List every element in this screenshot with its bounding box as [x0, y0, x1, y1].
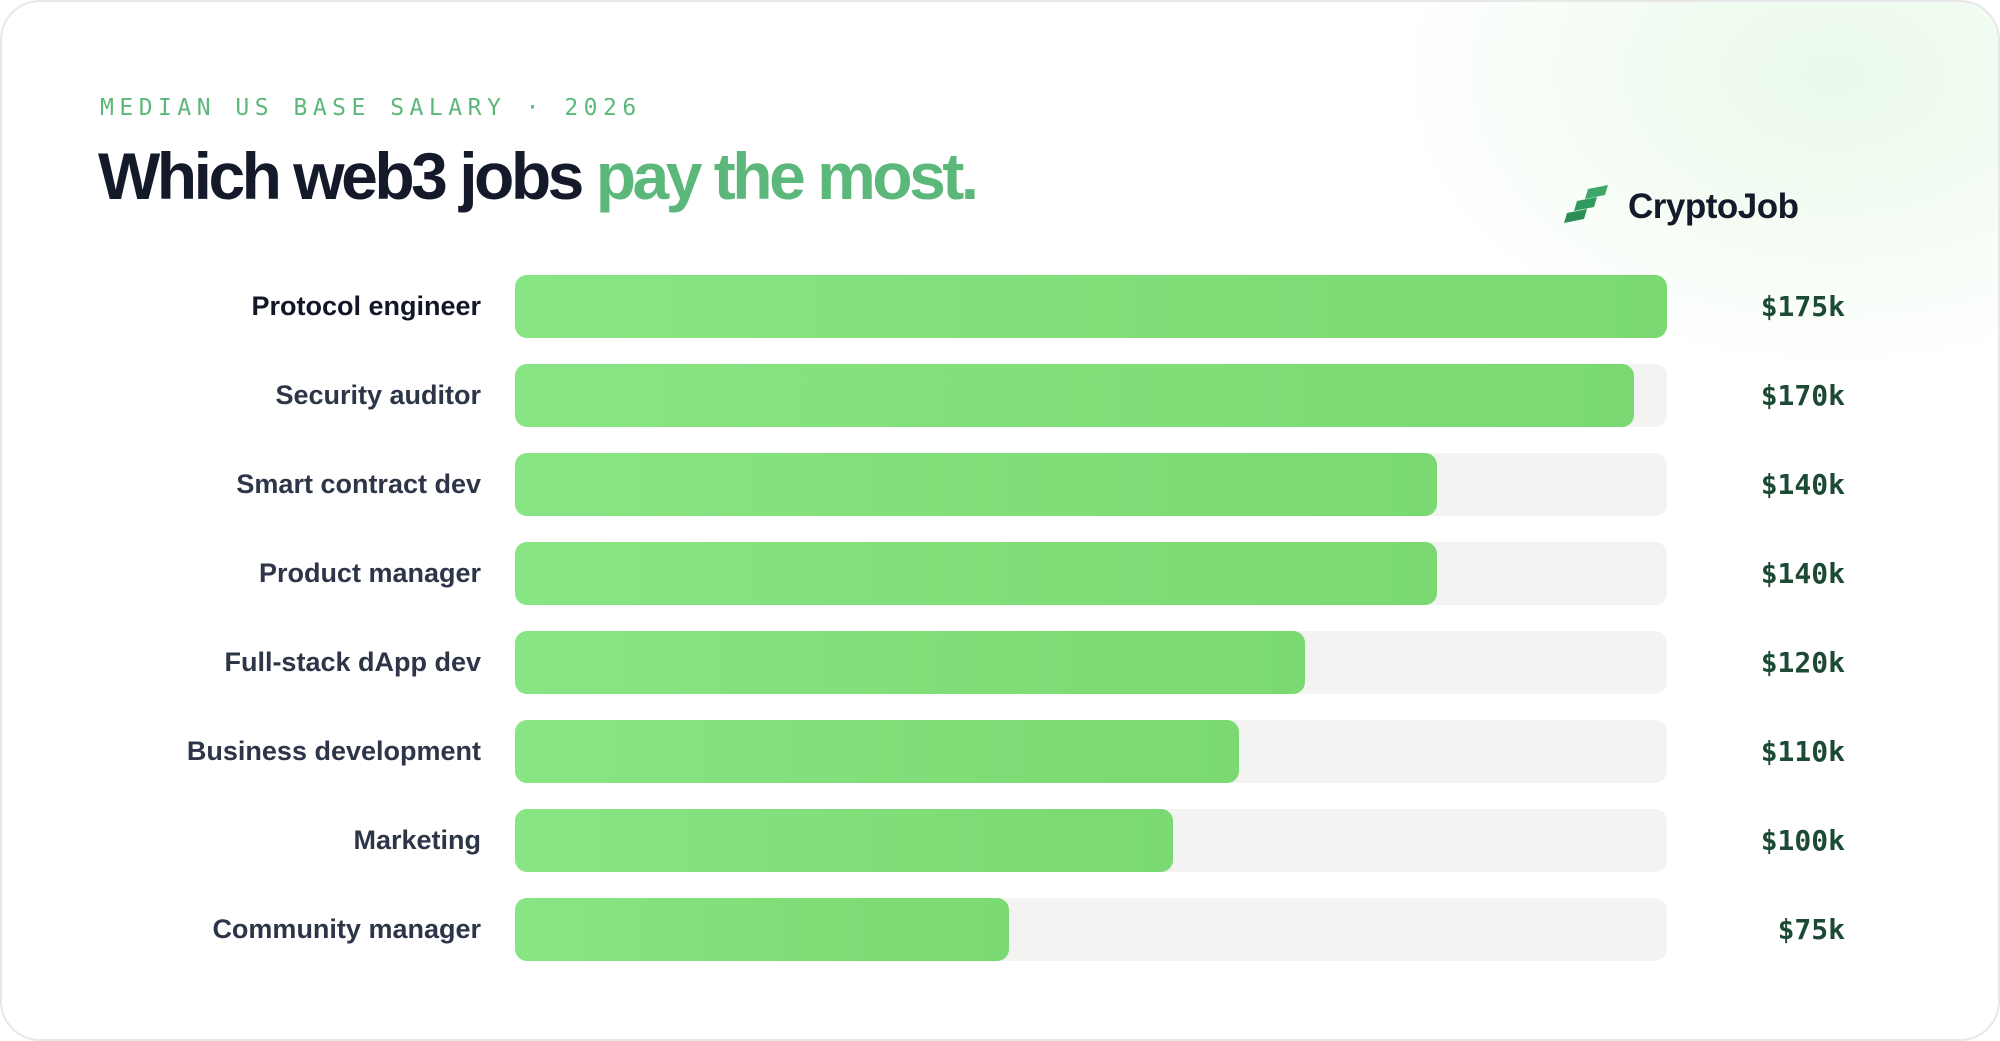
title-accent: pay the most.: [595, 139, 979, 213]
bar-track: [515, 631, 1667, 694]
bar: [515, 631, 1305, 694]
category-label: Smart contract dev: [236, 469, 481, 499]
bar-track: [515, 809, 1667, 872]
bar: [515, 898, 1009, 961]
category-label: Business development: [186, 736, 481, 766]
bar: [515, 453, 1437, 516]
value-label: $110k: [1760, 735, 1845, 768]
value-label: $140k: [1760, 557, 1845, 590]
stairs-logo-icon: [1564, 185, 1608, 223]
bar: [515, 542, 1437, 605]
value-label: $100k: [1760, 824, 1845, 857]
bar-row: Smart contract dev $140k: [2, 453, 1998, 516]
bar-row: Marketing $100k: [2, 809, 1998, 872]
bar: [515, 364, 1635, 427]
category-label: Security auditor: [275, 380, 481, 410]
bar-row: Security auditor $170k: [2, 364, 1998, 427]
value-label: $75k: [1777, 913, 1845, 946]
bar-track: [515, 453, 1667, 516]
bar-row: Protocol engineer $175k: [2, 275, 1998, 338]
bar-track: [515, 542, 1667, 605]
category-label: Product manager: [258, 558, 481, 588]
brand-name: CryptoJob: [1628, 187, 1799, 226]
bar-track: [515, 898, 1667, 961]
bar-row: Community manager $75k: [2, 898, 1998, 961]
category-label: Community manager: [212, 914, 481, 944]
value-label: $175k: [1760, 290, 1845, 323]
bar-track: [515, 275, 1667, 338]
category-label: Full-stack dApp dev: [224, 647, 481, 677]
bar: [515, 809, 1174, 872]
bar-track: [515, 364, 1667, 427]
value-label: $170k: [1760, 379, 1845, 412]
bar-track: [515, 720, 1667, 783]
bar-row: Business development $110k: [2, 720, 1998, 783]
category-label: Protocol engineer: [251, 291, 481, 321]
value-label: $120k: [1760, 646, 1845, 679]
chart-subtitle: MEDIAN US BASE SALARY · 2026: [100, 95, 642, 121]
chart-title: Which web3 jobs pay the most.: [98, 138, 979, 214]
bar-row: Product manager $140k: [2, 542, 1998, 605]
value-label: $140k: [1760, 468, 1845, 501]
bar: [515, 720, 1240, 783]
title-main: Which web3 jobs: [98, 139, 596, 213]
category-label: Marketing: [353, 825, 481, 855]
bar: [515, 275, 1667, 338]
bar-row: Full-stack dApp dev $120k: [2, 631, 1998, 694]
